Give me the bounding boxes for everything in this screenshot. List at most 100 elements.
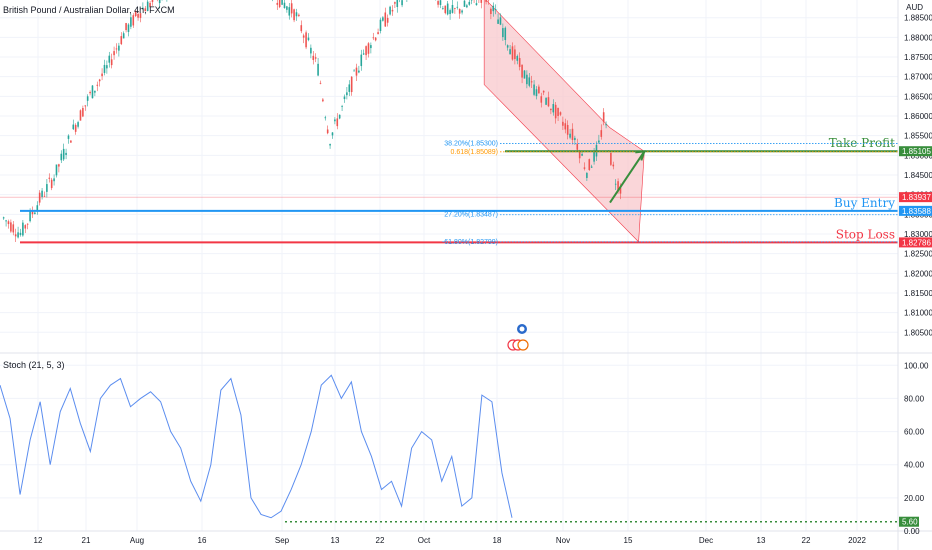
candle-body bbox=[137, 14, 139, 18]
candle-body bbox=[48, 177, 51, 179]
candle-body bbox=[446, 3, 449, 15]
candle-body bbox=[115, 48, 118, 50]
candle-body bbox=[559, 112, 562, 115]
projection-arrow-shaft[interactable] bbox=[609, 150, 646, 204]
candle-body bbox=[612, 164, 615, 167]
time-axis[interactable]: 12 21 Aug 16 Sep 13 22 Oct 18 Nov 15 Dec 13 22 2022 bbox=[34, 536, 867, 545]
candle-body bbox=[346, 92, 348, 96]
candle-body bbox=[449, 10, 451, 15]
price-tick-label: 1.86500 bbox=[904, 92, 932, 101]
candle-body bbox=[322, 99, 324, 102]
stoch-tick-label: 20.00 bbox=[904, 494, 925, 503]
candle-body bbox=[86, 96, 89, 101]
candle-body bbox=[5, 220, 7, 222]
candle-body bbox=[350, 76, 353, 93]
candle-body bbox=[341, 106, 343, 107]
candle-body bbox=[600, 130, 603, 137]
candle-body bbox=[29, 211, 31, 222]
candle-body bbox=[14, 234, 17, 237]
candle-body bbox=[17, 232, 19, 238]
event-flags-icon[interactable] bbox=[507, 339, 529, 351]
candle-body bbox=[101, 73, 103, 77]
candle-body bbox=[19, 232, 22, 235]
level-label[interactable]: Take Profit bbox=[829, 136, 895, 150]
time-tick-label: 12 bbox=[34, 536, 43, 545]
candle-body bbox=[528, 77, 531, 86]
candle-body bbox=[574, 137, 576, 141]
descending-channel[interactable] bbox=[483, 0, 645, 243]
stoch-series bbox=[0, 374, 898, 523]
stoch-axis[interactable]: 100.00 80.00 60.00 40.00 20.00 0.00 bbox=[904, 361, 929, 536]
candle-body bbox=[103, 64, 106, 73]
price-tick-label: 1.85500 bbox=[904, 132, 932, 141]
price-tick-label: 1.88000 bbox=[904, 33, 932, 42]
candle-body bbox=[605, 124, 607, 126]
candle-body bbox=[36, 205, 39, 211]
candle-body bbox=[65, 152, 67, 155]
candle-body bbox=[62, 148, 65, 160]
stoch-tick-label: 40.00 bbox=[904, 461, 925, 470]
candle-body bbox=[60, 153, 63, 161]
candle-body bbox=[326, 129, 329, 134]
candle-body bbox=[146, 1, 149, 12]
candle-body bbox=[31, 211, 34, 215]
candle-body bbox=[314, 57, 317, 59]
candle-body bbox=[538, 86, 540, 94]
candle-body bbox=[583, 167, 586, 169]
candle-body bbox=[485, 0, 487, 2]
candle-body bbox=[348, 84, 351, 92]
stoch-line[interactable] bbox=[0, 374, 513, 519]
candle-body bbox=[22, 222, 24, 236]
candle-body bbox=[468, 1, 471, 5]
candle-body bbox=[94, 90, 96, 93]
candle-body bbox=[324, 117, 327, 119]
candle-body bbox=[281, 0, 283, 5]
level-label[interactable]: Stop Loss bbox=[836, 227, 895, 241]
candles bbox=[2, 0, 622, 243]
candle-body bbox=[480, 0, 483, 3]
candle-body bbox=[540, 96, 543, 103]
candle-body bbox=[70, 140, 72, 143]
candle-body bbox=[125, 23, 127, 31]
candle-body bbox=[566, 124, 569, 135]
candle-body bbox=[127, 24, 130, 32]
candle-body bbox=[144, 8, 147, 12]
candle-body bbox=[475, 3, 478, 6]
candle-body bbox=[302, 35, 305, 38]
candle-body bbox=[619, 187, 622, 194]
candle-body bbox=[286, 6, 288, 10]
time-tick-label: 13 bbox=[331, 536, 340, 545]
currency-flag-icon[interactable] bbox=[517, 324, 527, 334]
price-tag bbox=[899, 146, 932, 157]
candle-body bbox=[41, 190, 43, 197]
candle-body bbox=[550, 108, 552, 111]
price-tag-label: 1.83588 bbox=[902, 207, 931, 216]
price-tag bbox=[899, 205, 932, 216]
projection-arrow-head[interactable] bbox=[635, 150, 646, 161]
candle-body bbox=[504, 27, 507, 40]
candle-body bbox=[602, 112, 605, 122]
symbol-title[interactable]: British Pound / Australian Dollar, 4h, F… bbox=[3, 5, 175, 15]
candle-body bbox=[598, 140, 600, 143]
price-tick-label: 1.81500 bbox=[904, 289, 932, 298]
candle-body bbox=[576, 143, 579, 150]
candle-body bbox=[542, 90, 545, 93]
price-tick-label: 1.88500 bbox=[904, 14, 932, 23]
price-tick-label: 1.86000 bbox=[904, 112, 932, 121]
indicator-title[interactable]: Stoch (21, 5, 3) bbox=[3, 360, 65, 370]
candle-body bbox=[502, 28, 504, 38]
candle-body bbox=[391, 9, 394, 12]
price-tick-label: 1.87000 bbox=[904, 73, 932, 82]
candle-body bbox=[514, 49, 516, 60]
candle-body bbox=[24, 225, 27, 229]
candle-body bbox=[386, 17, 389, 23]
candle-body bbox=[283, 2, 286, 9]
candle-body bbox=[338, 114, 341, 119]
level-label[interactable]: Buy Entry bbox=[834, 196, 895, 210]
time-tick-label: 21 bbox=[82, 536, 91, 545]
levels: Take Profit Buy Entry Stop Loss bbox=[0, 136, 898, 244]
time-tick-label: Nov bbox=[556, 536, 570, 545]
candle-body bbox=[310, 47, 312, 54]
candle-body bbox=[374, 37, 377, 41]
